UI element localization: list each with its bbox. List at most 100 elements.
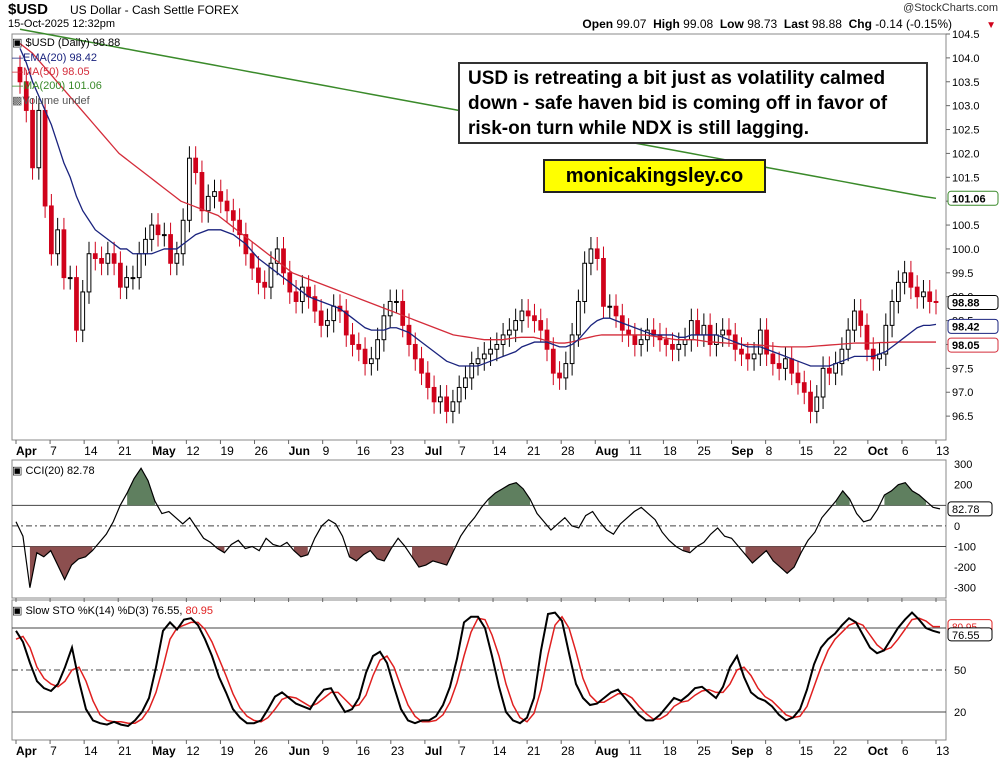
candle-body — [187, 157, 192, 221]
price-x-tick-label: 16 — [357, 444, 371, 458]
sto-x-tick-label: 8 — [766, 744, 773, 758]
candle-body — [293, 291, 299, 302]
candle-body — [425, 372, 431, 388]
candle-body — [770, 353, 776, 365]
candle-body — [801, 382, 807, 393]
candle-body — [331, 305, 337, 322]
candle-body — [161, 234, 167, 237]
cci-last-label: 82.78 — [952, 504, 980, 516]
ma50-last-label: 98.05 — [952, 340, 980, 352]
zoom-icon[interactable]: ▣ — [12, 465, 23, 477]
candle-body — [475, 358, 481, 365]
price-x-tick-label: 19 — [220, 444, 234, 458]
sto-legend: ▣ Slow STO %K(14) %D(3) 76.55, 80.95 — [12, 604, 213, 617]
chart-datetime: 15-Oct-2025 12:32pm — [8, 18, 116, 30]
candle-body — [532, 315, 537, 322]
candle-body — [601, 257, 606, 307]
sto-k-last-box — [947, 627, 993, 642]
candle-body — [262, 281, 268, 288]
candle-body — [444, 396, 449, 412]
price-x-tick-label: 21 — [118, 444, 132, 458]
cci-oversold-fill — [412, 546, 454, 568]
price-x-tick-label: 21 — [527, 444, 541, 458]
candle-body — [419, 358, 424, 374]
candle-body — [143, 238, 148, 255]
price-x-tick-label: 7 — [50, 444, 57, 458]
open-value: 99.07 — [616, 17, 647, 31]
price-x-tick-label: 15 — [800, 444, 814, 458]
sto-x-tick-label: 21 — [527, 744, 541, 758]
cci-tick-label: 0 — [954, 521, 960, 533]
candle-body — [757, 329, 763, 355]
high-label: High — [653, 17, 680, 31]
chg-value: -0.14 (-0.15%) — [875, 17, 952, 31]
zoom-icon[interactable]: ▣ — [12, 37, 23, 49]
candle-body — [400, 300, 406, 326]
sto-x-tick-label: 11 — [629, 744, 642, 758]
candle-body — [883, 324, 889, 355]
candle-body — [55, 229, 61, 255]
cci-last-box — [947, 501, 993, 517]
candle-body — [538, 320, 544, 331]
sto-x-tick-label: 23 — [391, 744, 405, 758]
candle-body — [105, 253, 111, 264]
candle-body — [789, 358, 795, 374]
price-x-tick-label: 6 — [902, 444, 909, 458]
price-x-tick-label: 26 — [255, 444, 269, 458]
price-tick-label: 99.5 — [952, 268, 973, 280]
candle-body — [17, 66, 23, 83]
candle-body — [469, 363, 475, 379]
sto-x-tick-label: 28 — [561, 744, 575, 758]
candle-body — [356, 343, 362, 350]
zoom-icon[interactable]: ▣ — [12, 605, 23, 617]
sto-x-tick-label: Jun — [289, 744, 310, 758]
candle-body — [268, 262, 274, 288]
candle-body — [902, 272, 907, 283]
price-legend: ▣ $USD (Daily) 98.88 — [12, 36, 120, 49]
sto-x-tick-label: 16 — [357, 744, 371, 758]
price-x-tick-label: 23 — [391, 444, 405, 458]
candle-body — [312, 296, 318, 312]
candle-body — [199, 172, 205, 212]
candle-body — [921, 291, 926, 298]
low-label: Low — [719, 17, 744, 31]
ohlc-readout: Open 99.07 High 99.08 Low 98.73 Last 98.… — [582, 17, 952, 31]
price-x-tick-label: 8 — [766, 444, 773, 458]
candle-body — [720, 329, 726, 336]
candle-body — [820, 367, 826, 398]
candle-body — [218, 191, 224, 202]
ema-last-label: 98.42 — [952, 321, 980, 333]
candle-body — [124, 277, 130, 288]
price-tick-label: 103.0 — [952, 101, 980, 113]
cci-legend-text: CCI(20) 82.78 — [25, 465, 95, 477]
candle-body — [494, 343, 500, 350]
sto-tick-label: 50 — [954, 665, 966, 677]
price-x-tick-label: 18 — [663, 444, 677, 458]
price-x-tick-label: 12 — [186, 444, 200, 458]
sto-x-tick-label: 14 — [493, 744, 507, 758]
sto-d-legend-text: 80.95 — [185, 605, 213, 617]
volume-bar-icon: ▩ — [12, 95, 23, 107]
symbol: $USD — [8, 1, 49, 18]
candle-body — [237, 219, 242, 236]
candle-body — [281, 248, 286, 274]
candle-body — [212, 191, 217, 197]
price-tick-label: 100.5 — [952, 220, 980, 232]
sto-x-tick-label: 7 — [459, 744, 466, 758]
candle-body — [682, 339, 688, 345]
commentary-box: USD is retreating a bit just as volatili… — [458, 62, 928, 144]
price-x-tick-label: 13 — [936, 444, 950, 458]
candle-body — [826, 367, 832, 374]
last-label: Last — [783, 17, 809, 31]
candle-body — [576, 300, 581, 336]
candle-body — [776, 363, 782, 369]
chg-label: Chg — [848, 17, 872, 31]
candle-body — [406, 324, 412, 345]
price-x-tick-label: Aug — [595, 444, 618, 458]
ma200-legend-text: MA(200) 101.06 — [23, 80, 102, 92]
cci-overbought-fill — [835, 490, 850, 506]
volume-legend-text: Volume undef — [22, 95, 90, 107]
candle-body — [42, 109, 48, 207]
candle-body — [739, 348, 744, 355]
candle-body — [205, 195, 211, 212]
